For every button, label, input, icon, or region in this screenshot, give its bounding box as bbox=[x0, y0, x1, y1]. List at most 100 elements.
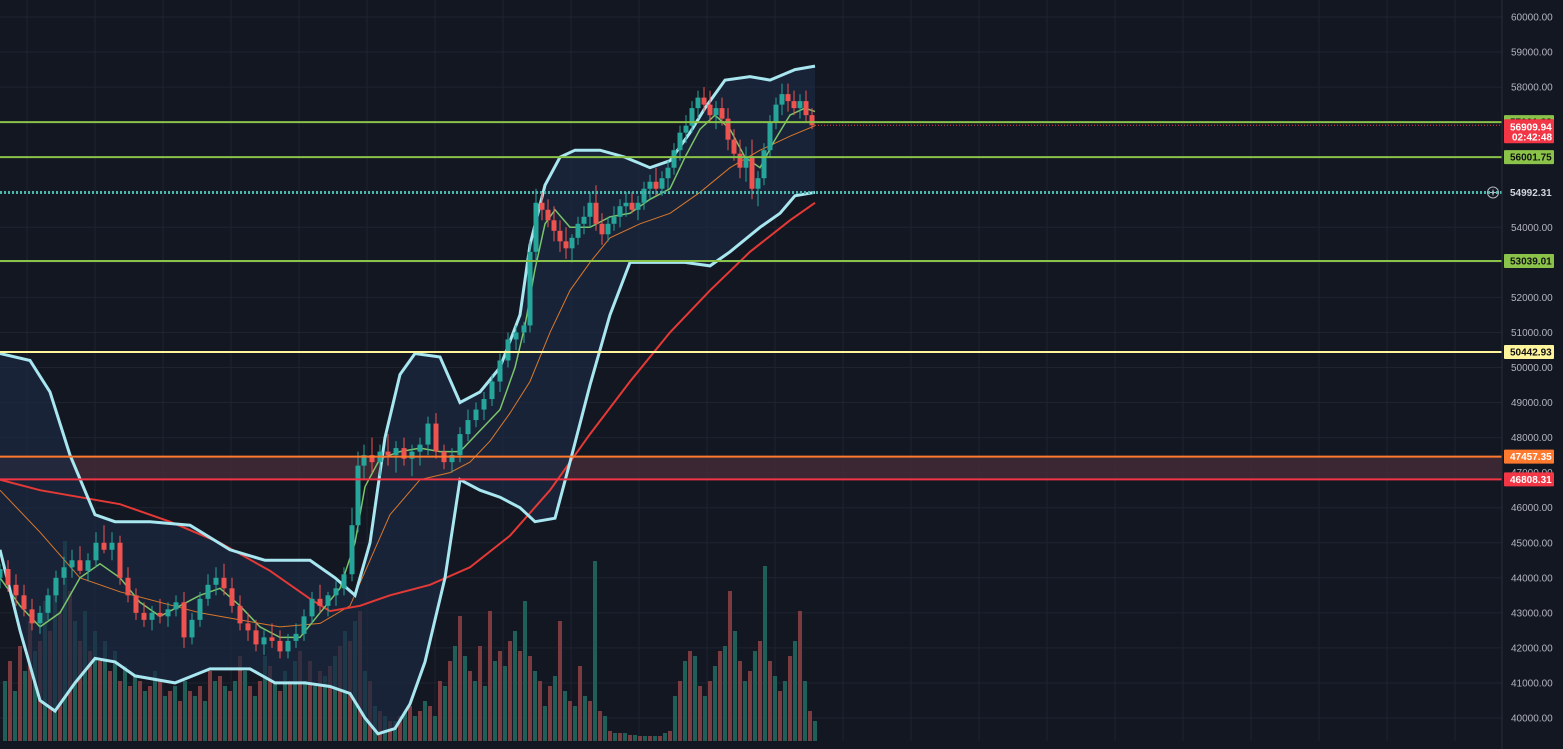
candle-body bbox=[101, 542, 107, 550]
volume-bar bbox=[723, 646, 727, 741]
volume-bar bbox=[88, 651, 92, 741]
volume-bar bbox=[508, 641, 512, 741]
candle-body bbox=[13, 584, 19, 596]
volume-bar bbox=[623, 733, 627, 741]
volume-bar bbox=[678, 681, 682, 741]
volume-bar bbox=[763, 566, 767, 741]
candle-body bbox=[539, 202, 545, 210]
volume-bar bbox=[293, 661, 297, 741]
candle-body bbox=[213, 577, 219, 585]
candle-body bbox=[0, 569, 3, 578]
volume-bar bbox=[303, 681, 307, 741]
candle-body bbox=[157, 612, 163, 617]
volume-bar bbox=[238, 656, 242, 741]
candle-body bbox=[29, 609, 35, 624]
volume-bar bbox=[693, 656, 697, 741]
candlesticks bbox=[0, 83, 815, 659]
level-price-label-bg bbox=[1504, 150, 1554, 165]
bollinger-upper-line bbox=[0, 64, 816, 598]
volume-bar bbox=[783, 681, 787, 741]
candle-body bbox=[575, 223, 581, 238]
volume-bar bbox=[533, 671, 537, 741]
volume-bar bbox=[333, 656, 337, 741]
volume-bar bbox=[153, 671, 157, 741]
ma-slow-line bbox=[0, 201, 816, 613]
volume-bar bbox=[738, 661, 742, 741]
volume-bar bbox=[428, 706, 432, 741]
candle-body bbox=[545, 209, 551, 221]
volume-bar bbox=[138, 681, 142, 741]
candle-body bbox=[237, 605, 243, 624]
volume-bar bbox=[253, 696, 257, 741]
volume-bar bbox=[188, 691, 192, 741]
volume-bar bbox=[498, 651, 502, 741]
volume-bar bbox=[443, 686, 447, 741]
y-tick-label: 46000.00 bbox=[1511, 503, 1553, 514]
candle-body bbox=[647, 181, 653, 189]
add-level-icon bbox=[1487, 186, 1499, 199]
candle-body bbox=[349, 525, 355, 575]
candle-body bbox=[197, 598, 203, 620]
candle-body bbox=[341, 574, 347, 589]
candle-body bbox=[665, 167, 671, 179]
candle-body bbox=[743, 157, 749, 168]
candle-body bbox=[809, 115, 815, 126]
ma-fast-line bbox=[0, 107, 816, 639]
volume-bar bbox=[228, 691, 232, 741]
volume-bar bbox=[638, 736, 642, 741]
candle-body bbox=[653, 181, 659, 189]
volume-bar bbox=[743, 681, 747, 741]
candle-body bbox=[425, 423, 431, 445]
candle-body bbox=[659, 178, 665, 189]
volume-bar bbox=[323, 676, 327, 741]
y-tick-label: 59000.00 bbox=[1511, 48, 1553, 59]
volume-bar bbox=[318, 671, 322, 741]
volume-bar bbox=[488, 611, 492, 741]
candle-body bbox=[473, 409, 479, 421]
volume-bar bbox=[463, 656, 467, 741]
volume-bar bbox=[728, 591, 732, 741]
volume-bar bbox=[603, 716, 607, 741]
volume-bar bbox=[433, 716, 437, 741]
volume-bar bbox=[628, 735, 632, 741]
level-price-label: 47457.35 bbox=[1510, 452, 1552, 463]
price-axis[interactable]: 60000.0059000.0058000.0057000.0056000.00… bbox=[1501, 0, 1563, 749]
candle-body bbox=[791, 101, 797, 109]
volume-bar bbox=[148, 686, 152, 741]
candle-body bbox=[141, 612, 147, 620]
volume-bar bbox=[233, 681, 237, 741]
candle-body bbox=[617, 206, 623, 217]
volume-bar bbox=[683, 661, 687, 741]
volume-bar bbox=[218, 676, 222, 741]
y-tick-label: 52000.00 bbox=[1511, 293, 1553, 304]
candle-body bbox=[635, 202, 641, 210]
candle-body bbox=[69, 560, 75, 568]
candle-body bbox=[489, 381, 495, 400]
y-tick-label: 40000.00 bbox=[1511, 714, 1553, 725]
volume-bar bbox=[183, 681, 187, 741]
candle-body bbox=[53, 577, 59, 596]
volume-bar bbox=[668, 731, 672, 741]
cursor-price-bg bbox=[1504, 184, 1554, 201]
volume-bar bbox=[263, 656, 267, 741]
candle-body bbox=[737, 153, 743, 168]
level-price-label: 50442.93 bbox=[1510, 347, 1552, 358]
volume-bar bbox=[178, 701, 182, 741]
volume-bar bbox=[483, 686, 487, 741]
volume-bar bbox=[33, 651, 37, 741]
candle-body bbox=[221, 577, 227, 589]
volume-bar bbox=[518, 651, 522, 741]
candle-body bbox=[593, 202, 599, 224]
volume-bar bbox=[113, 651, 117, 741]
horizontal-levels[interactable] bbox=[0, 121, 1502, 481]
candle-body bbox=[683, 125, 689, 133]
volume-bar bbox=[648, 736, 652, 741]
candle-body bbox=[527, 251, 533, 326]
volume-bar bbox=[23, 671, 27, 741]
candle-body bbox=[755, 178, 761, 189]
volume-bar bbox=[798, 611, 802, 741]
candle-body bbox=[689, 108, 695, 126]
candle-body bbox=[245, 623, 251, 631]
volume-bar bbox=[803, 681, 807, 741]
